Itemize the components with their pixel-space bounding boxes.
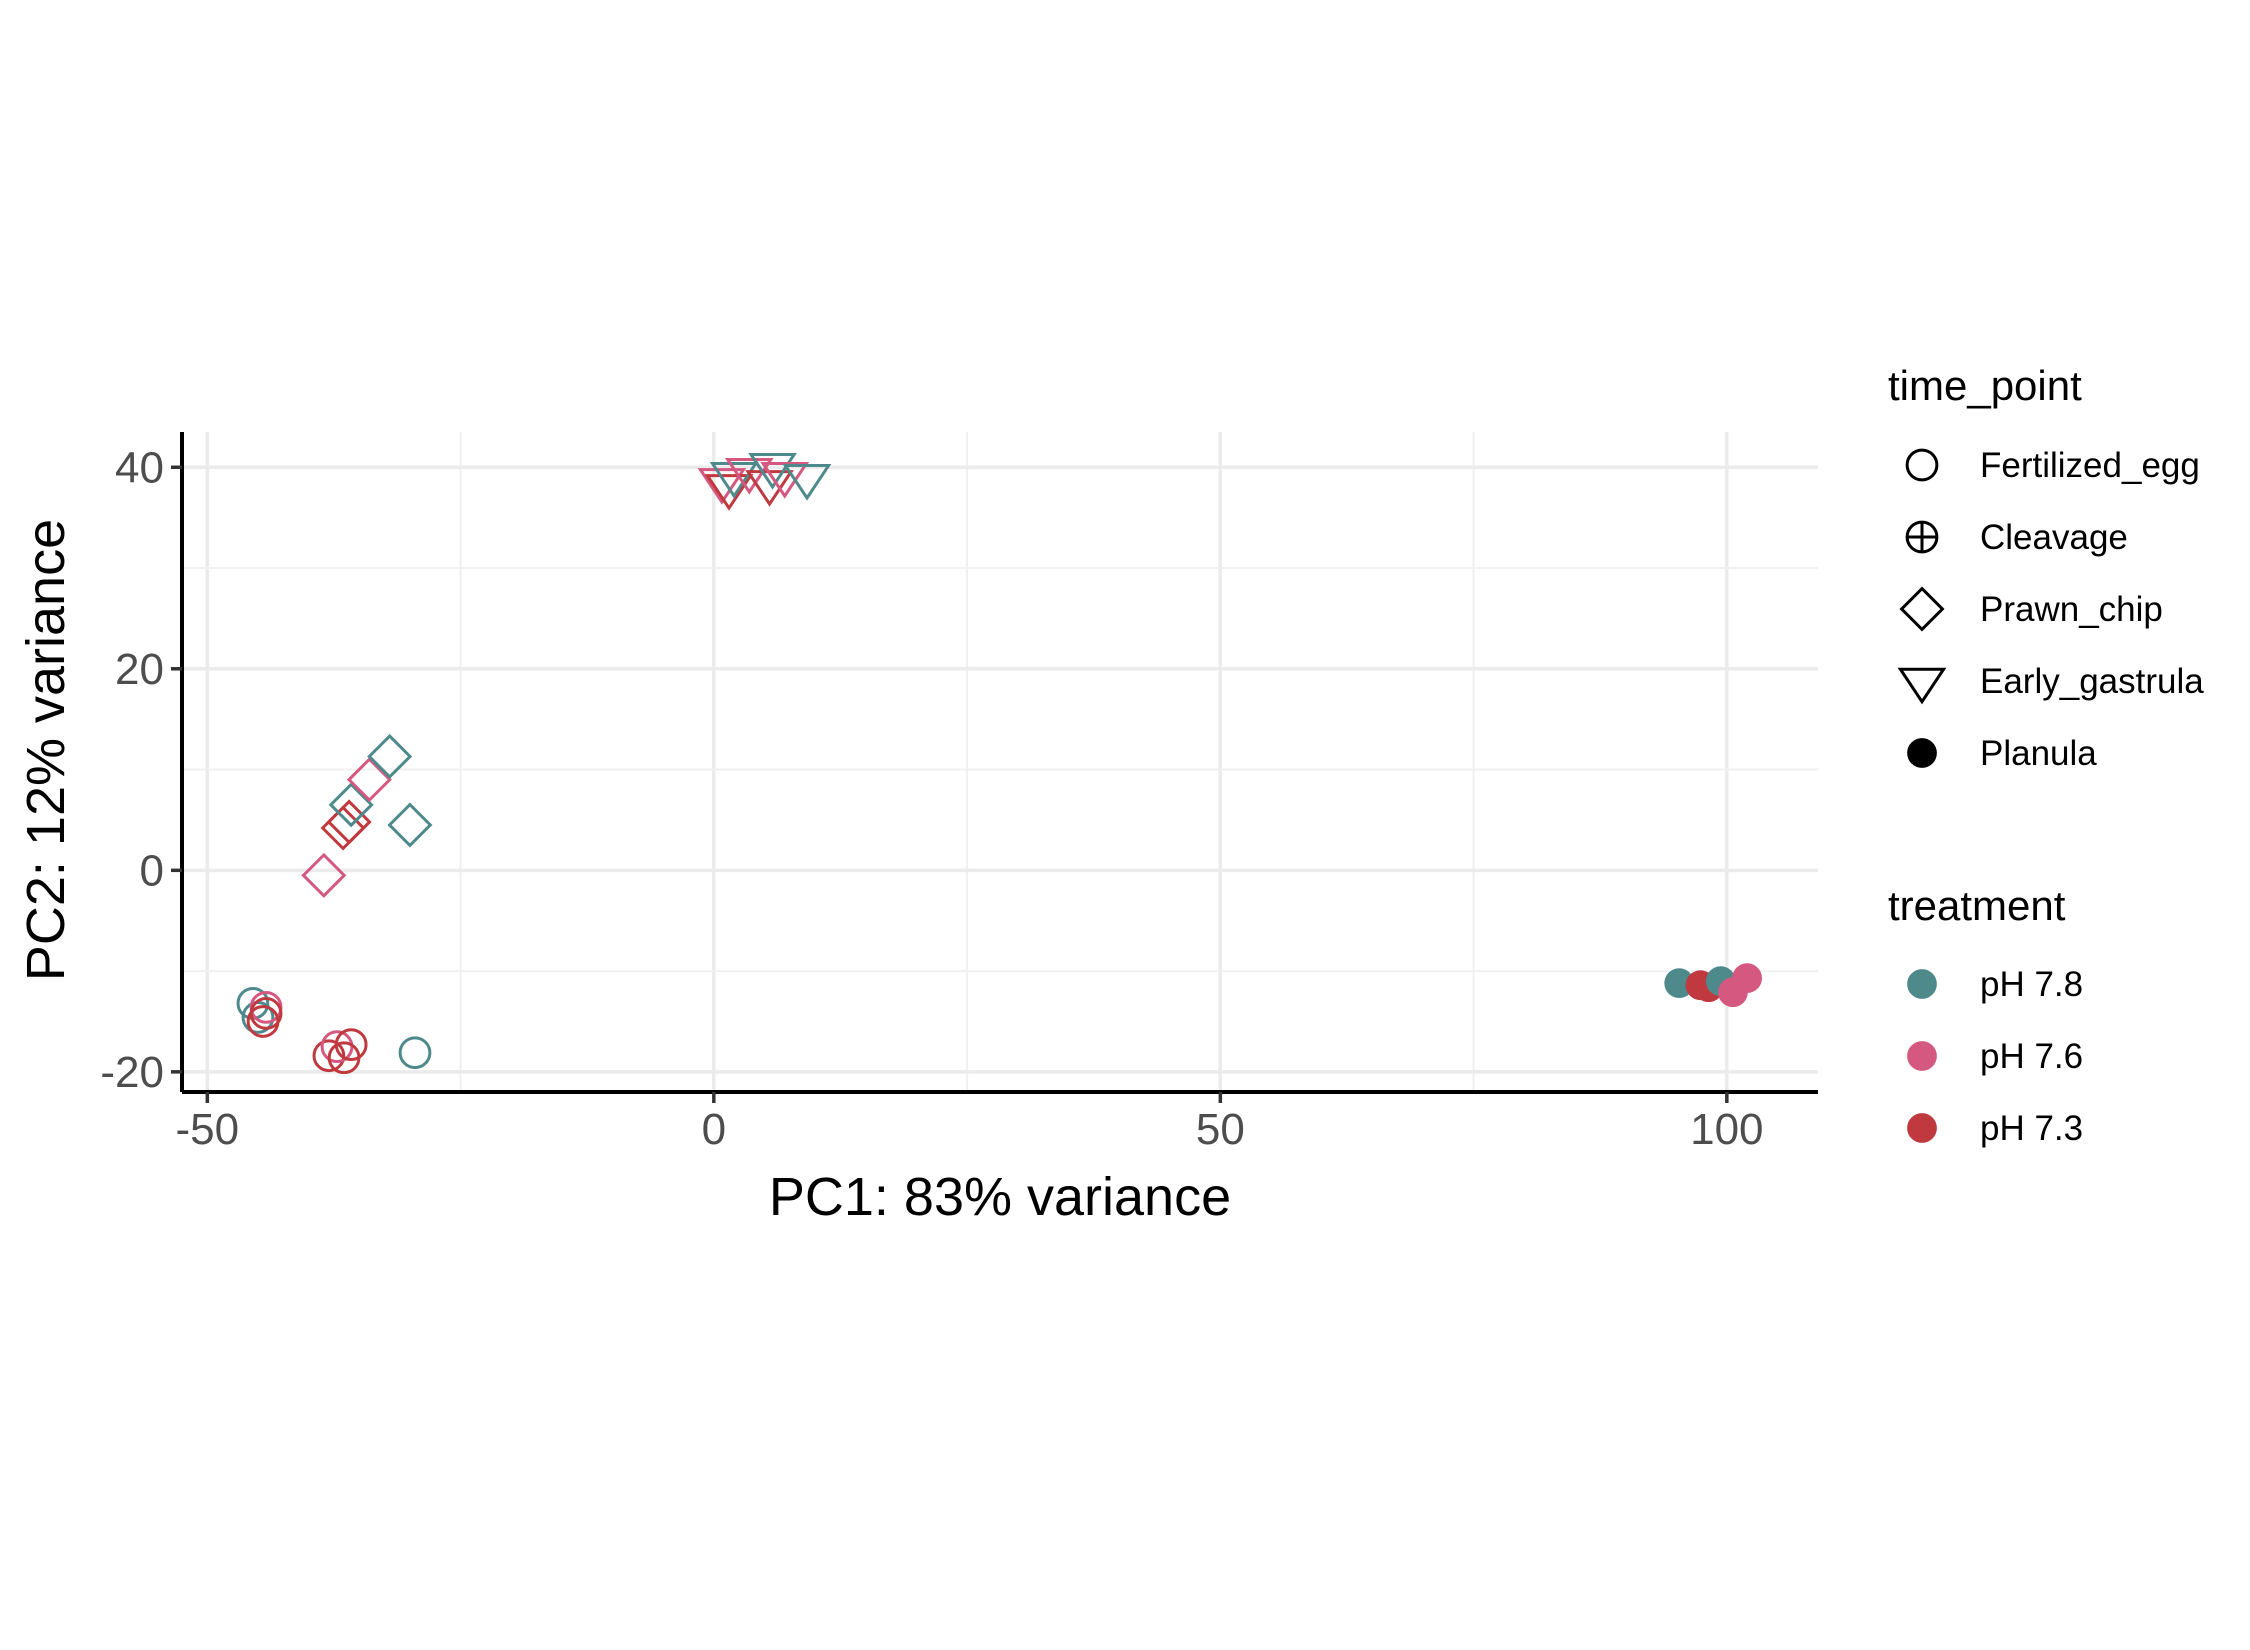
y-tick-label: 40 [115, 443, 164, 492]
data-point [387, 802, 433, 848]
data-point [745, 470, 794, 507]
x-axis-title: PC1: 83% variance [769, 1167, 1231, 1227]
data-point [709, 462, 759, 499]
data-point [334, 1028, 368, 1062]
data-point [367, 733, 413, 779]
treatment-legend: treatment pH 7.8 pH 7.6 pH 7.3 [1888, 882, 2083, 1148]
data-point [312, 1039, 346, 1073]
legend-label: pH 7.3 [1980, 1109, 2083, 1148]
x-tick-label: 100 [1690, 1105, 1763, 1154]
legend-key [1899, 586, 1945, 632]
legend-key [1907, 1113, 1937, 1143]
legend-key [1905, 448, 1939, 482]
time-point-legend: time_point Fertilized_egg Cleavage Prawn_c… [1888, 362, 2204, 773]
data-point [782, 464, 832, 501]
data-points [236, 452, 1762, 1075]
legend-key [1907, 1041, 1937, 1071]
data-point [346, 757, 392, 803]
y-tick-label: 20 [115, 645, 164, 694]
data-point [748, 452, 797, 490]
legend-key [1907, 969, 1937, 999]
legend-key [1905, 520, 1939, 554]
legend-key [1897, 667, 1947, 705]
x-tick-label: -50 [176, 1105, 240, 1154]
legend-label: Planula [1980, 734, 2097, 773]
x-tick-label: 50 [1196, 1105, 1245, 1154]
legend-label: Fertilized_egg [1980, 446, 2200, 485]
legend-label: pH 7.8 [1980, 965, 2083, 1004]
legend-label: pH 7.6 [1980, 1037, 2083, 1076]
time-point-legend-title: time_point [1888, 362, 2082, 409]
legend-label: Prawn_chip [1980, 590, 2163, 629]
data-point [1732, 963, 1762, 994]
data-point [328, 782, 374, 828]
x-tick-label: 0 [702, 1105, 726, 1154]
treatment-legend-title: treatment [1888, 882, 2066, 929]
y-axis-title: PC2: 12% variance [16, 519, 76, 981]
y-tick-label: 0 [140, 846, 164, 895]
data-point [704, 474, 754, 511]
legend-label: Early_gastrula [1980, 662, 2204, 701]
legend-label: Cleavage [1980, 518, 2128, 557]
data-point [398, 1036, 432, 1070]
data-point [724, 457, 774, 495]
data-point [697, 468, 747, 505]
grid-lines [182, 432, 1818, 1092]
data-point [249, 997, 283, 1030]
legend-key [1907, 738, 1937, 768]
y-tick-label: -20 [100, 1048, 164, 1097]
data-point [301, 852, 347, 898]
axes: -50 0 50 100 -20 0 20 40 [100, 432, 1818, 1154]
data-point [320, 805, 366, 851]
